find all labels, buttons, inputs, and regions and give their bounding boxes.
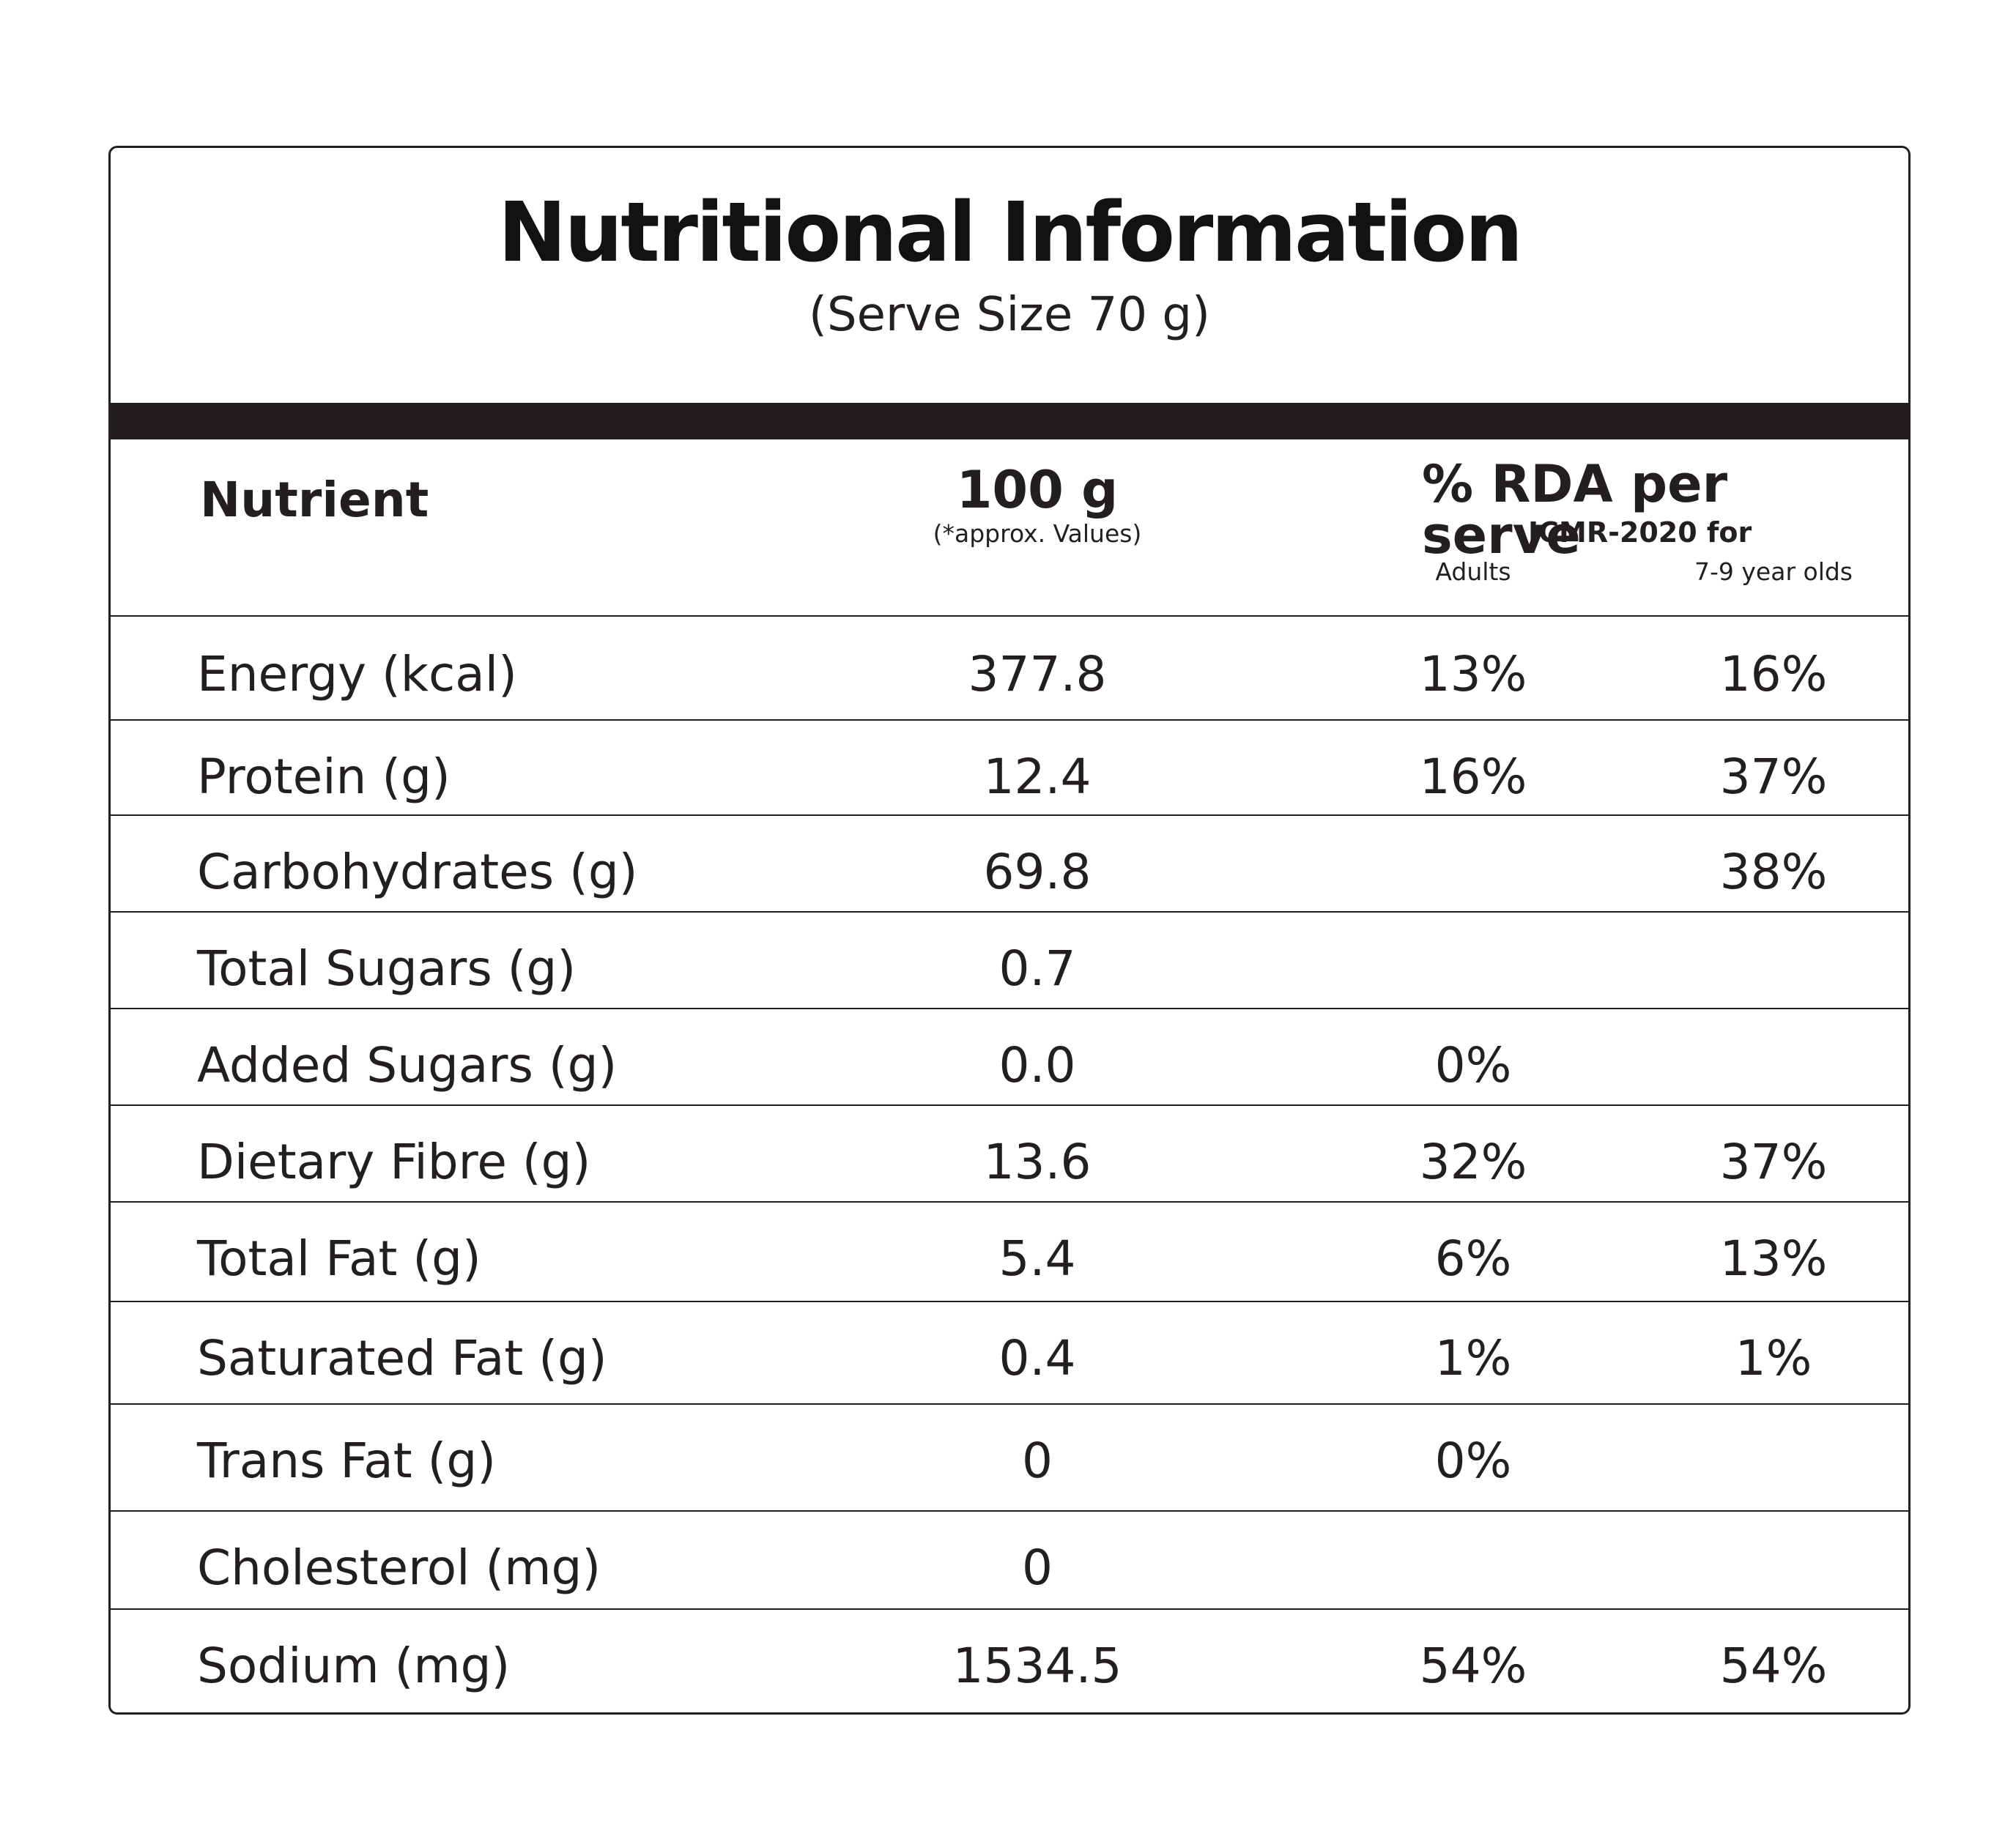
panel-title: Nutritional Information (497, 185, 1523, 281)
rda-adults: 0% (1434, 1037, 1512, 1093)
rda-kids: 37% (1719, 749, 1828, 805)
rda-kids: 1% (1735, 1330, 1812, 1386)
rda-adults: 54% (1419, 1638, 1527, 1694)
serve-size: (Serve Size 70 g) (809, 288, 1210, 342)
nutrient-name: Total Sugars (g) (197, 940, 577, 997)
row-divider (111, 1301, 1908, 1302)
value-per-100g: 0 (1022, 1540, 1053, 1596)
rda-adults: 6% (1434, 1230, 1512, 1287)
rda-kids: 37% (1719, 1134, 1828, 1190)
rda-kids: 54% (1719, 1638, 1828, 1694)
nutrient-name: Protein (g) (197, 749, 451, 805)
table-row: Dietary Fibre (g) 13.6 32% 37% (111, 1104, 1908, 1201)
column-header-adults: Adults (1435, 557, 1511, 586)
nutrient-name: Saturated Fat (g) (197, 1330, 607, 1386)
rda-adults: 0% (1434, 1433, 1512, 1489)
column-header-100g-note: (*approx. Values) (933, 519, 1142, 548)
value-per-100g: 5.4 (998, 1230, 1076, 1287)
table-row: Total Fat (g) 5.4 6% 13% (111, 1201, 1908, 1301)
row-divider (111, 719, 1908, 721)
table-row: Energy (kcal) 377.8 13% 16% (111, 617, 1908, 719)
nutrient-name: Added Sugars (g) (197, 1037, 618, 1093)
nutrient-name: Cholesterol (mg) (197, 1540, 601, 1596)
row-divider (111, 1008, 1908, 1009)
column-header-nutrient: Nutrient (200, 472, 429, 528)
nutrient-name: Trans Fat (g) (197, 1433, 496, 1489)
row-divider (111, 1201, 1908, 1203)
nutrient-name: Carbohydrates (g) (197, 844, 638, 900)
title-divider (111, 403, 1908, 439)
row-divider (111, 911, 1908, 913)
value-per-100g: 0.0 (998, 1037, 1076, 1093)
column-header-kids: 7-9 year olds (1694, 557, 1853, 586)
nutrient-name: Energy (kcal) (197, 646, 517, 702)
value-per-100g: 0 (1022, 1433, 1053, 1489)
rda-kids: 13% (1719, 1230, 1828, 1287)
header-divider (111, 615, 1908, 617)
table-row: Carbohydrates (g) 69.8 38% (111, 814, 1908, 911)
table-row: Total Sugars (g) 0.7 (111, 911, 1908, 1008)
rda-adults: 16% (1419, 749, 1527, 805)
rda-adults: 32% (1419, 1134, 1527, 1190)
nutrient-name: Total Fat (g) (197, 1230, 481, 1287)
table-row: Protein (g) 12.4 16% 37% (111, 719, 1908, 814)
value-per-100g: 69.8 (983, 844, 1092, 900)
table-row: Cholesterol (mg) 0 (111, 1510, 1908, 1608)
table-row: Saturated Fat (g) 0.4 1% 1% (111, 1301, 1908, 1403)
value-per-100g: 0.7 (998, 940, 1076, 997)
column-header-rda: % RDA per serve (1422, 454, 1728, 565)
value-per-100g: 12.4 (983, 749, 1092, 805)
nutrient-name: Dietary Fibre (g) (197, 1134, 591, 1190)
row-divider (111, 1403, 1908, 1405)
rda-adults: 1% (1434, 1330, 1512, 1386)
rda-kids: 38% (1719, 844, 1828, 900)
row-divider (111, 1608, 1908, 1610)
value-per-100g: 13.6 (983, 1134, 1092, 1190)
value-per-100g: 377.8 (968, 646, 1107, 702)
nutrient-name: Sodium (mg) (197, 1638, 511, 1694)
table-row: Added Sugars (g) 0.0 0% (111, 1008, 1908, 1104)
rda-kids: 16% (1719, 646, 1828, 702)
row-divider (111, 1104, 1908, 1106)
table-row: Sodium (mg) 1534.5 54% 54% (111, 1608, 1908, 1712)
row-divider (111, 1510, 1908, 1512)
nutrition-panel: Nutritional Information (Serve Size 70 g… (108, 146, 1911, 1715)
value-per-100g: 0.4 (998, 1330, 1076, 1386)
column-header-icmr: ICMR-2020 for (1528, 516, 1752, 549)
column-header-100g: 100 g (956, 460, 1119, 520)
row-divider (111, 814, 1908, 816)
rda-adults: 13% (1419, 646, 1527, 702)
table-row: Trans Fat (g) 0 0% (111, 1403, 1908, 1510)
value-per-100g: 1534.5 (952, 1638, 1122, 1694)
